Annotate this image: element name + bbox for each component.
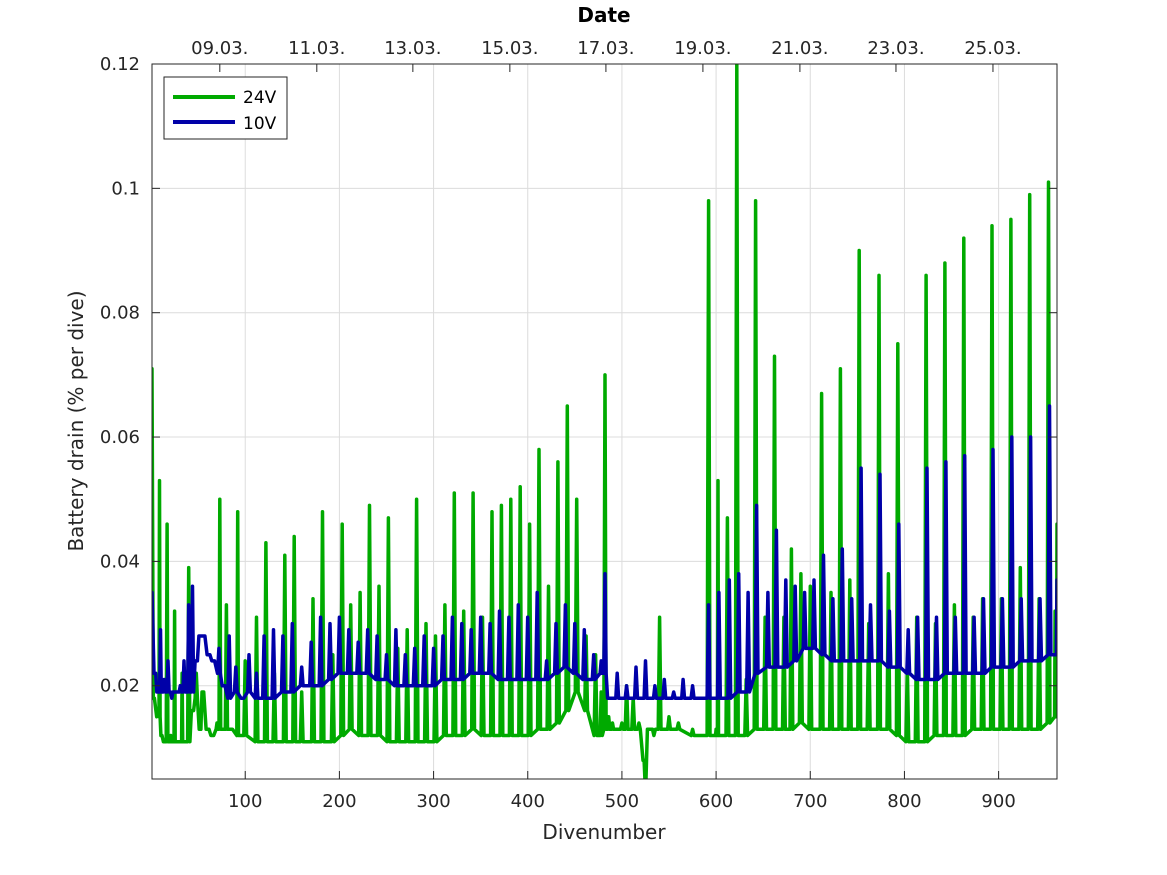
x-tick-label: 300: [416, 791, 450, 812]
y-tick-label: 0.08: [100, 303, 140, 324]
y-tick-label: 0.06: [100, 427, 140, 448]
x-tick-label: 700: [793, 791, 827, 812]
axis-ticks: 100 200 300 400 500 600 700 800 900 0.02 0.04 0.06 0…: [100, 38, 1057, 812]
series-line-24v: [152, 64, 1057, 779]
legend-label-24v: 24V: [243, 88, 277, 108]
top-tick-label: 15.03.: [481, 38, 538, 59]
x-tick-label: 400: [511, 791, 545, 812]
legend: 24V 10V: [163, 76, 288, 140]
top-axis-title: Date: [577, 3, 630, 27]
top-tick-label: 09.03.: [191, 38, 248, 59]
plot-frame: [151, 63, 1058, 780]
y-axis-label: Battery drain (% per dive): [64, 290, 88, 551]
x-tick-label: 100: [228, 791, 262, 812]
series-line-10v: [152, 404, 1057, 700]
top-tick-label: 13.03.: [384, 38, 441, 59]
y-tick-label: 0.1: [111, 178, 140, 199]
series-layer: [152, 64, 1057, 779]
top-tick-label: 25.03.: [964, 38, 1021, 59]
top-tick-label: 23.03.: [867, 38, 924, 59]
top-tick-label: 19.03.: [674, 38, 731, 59]
y-tick-label: 0.02: [100, 676, 140, 697]
legend-label-10v: 10V: [243, 114, 277, 134]
y-tick-label: 0.04: [100, 551, 140, 572]
top-tick-label: 17.03.: [577, 38, 634, 59]
top-tick-label: 21.03.: [771, 38, 828, 59]
x-tick-label: 900: [981, 791, 1015, 812]
legend-box: [163, 76, 288, 140]
x-tick-label: 200: [322, 791, 356, 812]
x-axis-label: Divenumber: [542, 820, 666, 844]
top-tick-label: 11.03.: [288, 38, 345, 59]
y-tick-label: 0.12: [100, 54, 140, 75]
x-tick-label: 600: [699, 791, 733, 812]
x-tick-label: 500: [605, 791, 639, 812]
x-tick-label: 800: [887, 791, 921, 812]
